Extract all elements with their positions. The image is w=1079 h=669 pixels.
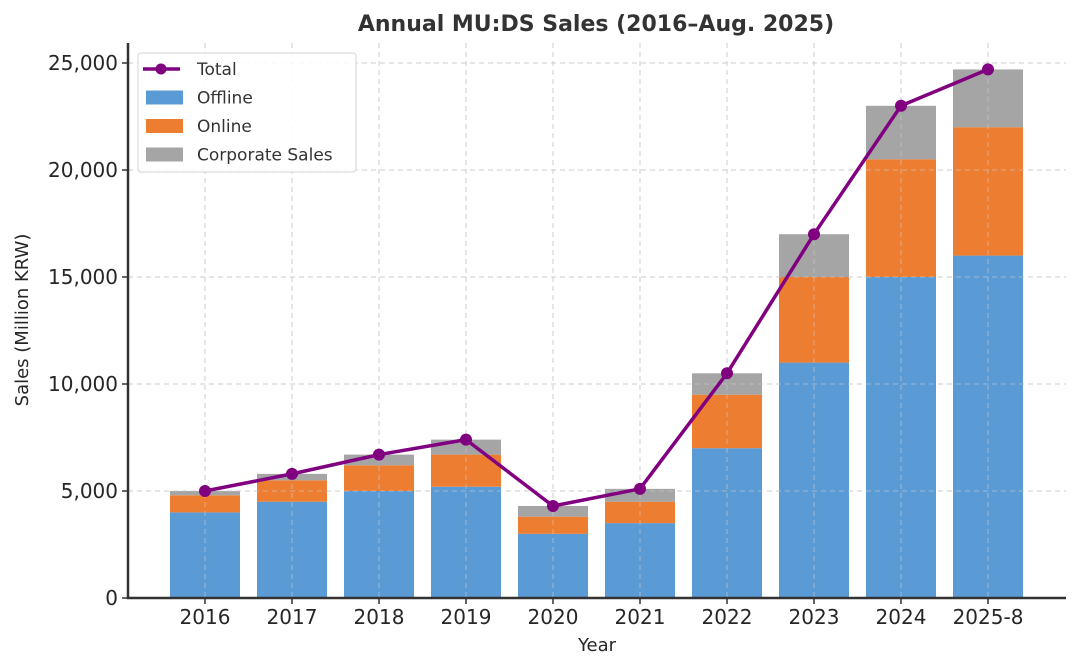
y-tick-label: 0 [105,586,118,610]
legend-label: Total [196,60,237,80]
y-tick-label: 10,000 [48,372,118,396]
x-tick-label: 2022 [702,605,753,629]
y-axis-label: Sales (Million KRW) [12,234,33,407]
x-tick-label: 2018 [354,605,405,629]
bar-corporate-sales [866,105,936,160]
legend-label: Corporate Sales [197,146,333,166]
bar-online [518,516,588,534]
total-point [982,63,994,76]
y-ticks: 0 5,000 10,000 15,000 20,000 25,000 [48,51,128,610]
total-line-path [204,67,989,508]
total-line [199,63,994,512]
x-tick-label: 2020 [528,605,579,629]
legend: Total Offline Online Corporate Sales [137,52,357,173]
y-tick-label: 15,000 [48,265,118,289]
legend-label: Online [197,117,252,137]
x-axis-label: Year [577,635,617,656]
x-tick-label: 2021 [615,605,666,629]
legend-marker [155,63,167,75]
total-point [373,448,385,461]
bar-offline [344,491,414,598]
axes [126,43,1066,600]
x-tick-label: 2025-8 [953,605,1024,629]
x-tick-label: 2017 [267,605,318,629]
total-point [895,99,907,112]
total-point [721,367,733,380]
chart-title: Annual MU:DS Sales (2016–Aug. 2025) [358,12,834,37]
x-tick-label: 2019 [441,605,492,629]
total-point [547,499,559,512]
total-point [286,467,298,480]
y-tick-label: 20,000 [48,158,118,182]
total-point [808,228,820,241]
x-ticks: 2016 2017 2018 2019 2020 2021 2022 2023 2024 2025… [180,598,1024,629]
x-tick-label: 2016 [180,605,231,629]
legend-label: Offline [197,89,253,109]
y-tick-label: 5,000 [61,479,118,503]
legend-box [137,52,357,173]
total-point [199,485,211,497]
x-tick-label: 2024 [876,605,927,629]
bar-online [779,277,849,363]
legend-swatch [146,119,183,133]
x-tick-label: 2023 [789,605,840,629]
total-point [634,482,646,495]
total-point [460,433,472,446]
y-tick-label: 25,000 [48,51,118,75]
legend-swatch [146,147,183,162]
legend-swatch [146,90,183,105]
bar-offline [866,277,936,598]
